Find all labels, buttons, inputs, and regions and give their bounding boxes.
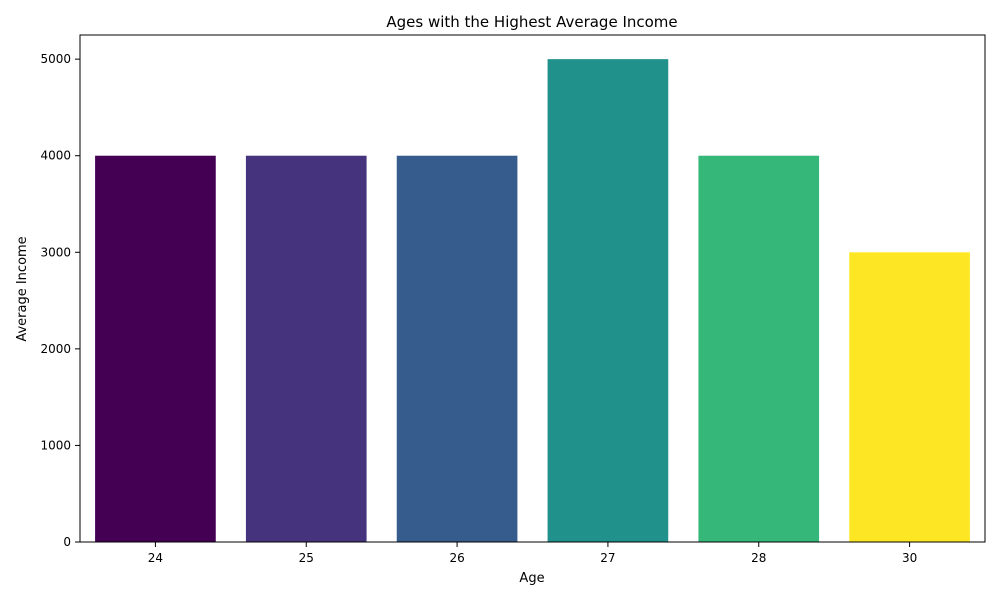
plot-frame: [79, 34, 986, 543]
bar-age-26: [396, 155, 518, 542]
y-tick-label: 3000: [40, 245, 71, 259]
y-tick-label: 2000: [40, 342, 71, 356]
x-tick-label: 24: [148, 551, 163, 565]
y-tick-label: 4000: [40, 149, 71, 163]
x-tick-label: 27: [600, 551, 615, 565]
y-tick-label: 5000: [40, 52, 71, 66]
x-tick-label: 26: [449, 551, 464, 565]
y-tick-label: 1000: [40, 438, 71, 452]
axes-layer: 24 25 26 27 28 30 0 1000 2000 3000 4000 5000: [40, 34, 986, 565]
x-axis-label: Age: [519, 571, 544, 586]
bar-age-28: [698, 155, 820, 542]
y-tick-label: 0: [63, 535, 71, 549]
bar-age-27: [547, 59, 669, 543]
x-tick-label: 25: [299, 551, 314, 565]
chart-title: Ages with the Highest Average Income: [386, 13, 677, 31]
bar-age-24: [95, 155, 216, 542]
x-tick-label: 28: [751, 551, 766, 565]
bars-layer: [95, 59, 970, 543]
bar-age-30: [849, 252, 970, 543]
x-tick-label: 30: [902, 551, 917, 565]
y-axis-label: Average Income: [15, 236, 30, 341]
bar-age-25: [245, 155, 367, 542]
